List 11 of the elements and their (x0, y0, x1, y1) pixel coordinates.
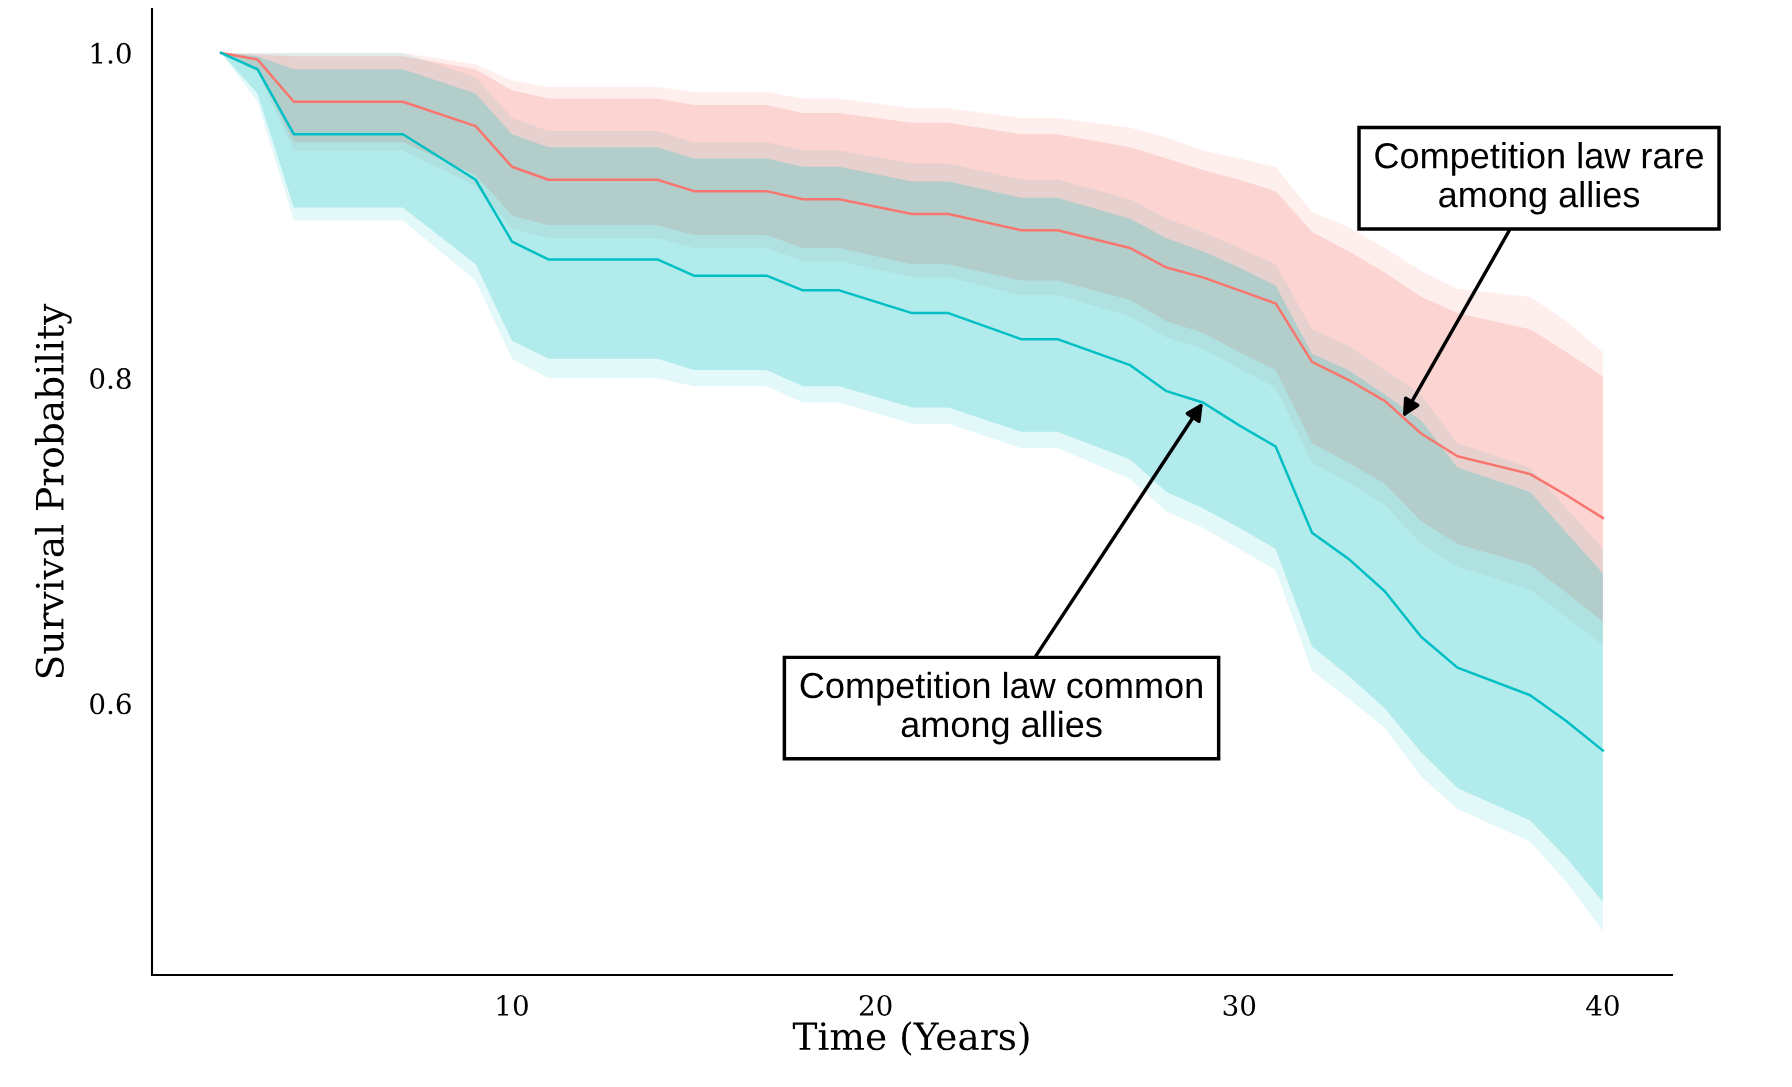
annotation: Competition law common among allies (800, 671, 1202, 745)
annotation: Competition law rare among allies (1375, 142, 1703, 215)
y-tick-label: 0.6 (90, 693, 131, 715)
x-tick-label: 10 (497, 994, 528, 1016)
x-tick-label: 30 (1223, 994, 1256, 1016)
y-tick-label: 0.8 (90, 368, 131, 390)
x-tick-label: 20 (859, 994, 892, 1016)
x-tick-label: 40 (1586, 994, 1619, 1016)
y-axis-title: Survival Probability (34, 303, 72, 678)
x-axis-title: Time (Years) (792, 1021, 1029, 1056)
y-tick-label: 1.0 (91, 42, 131, 64)
